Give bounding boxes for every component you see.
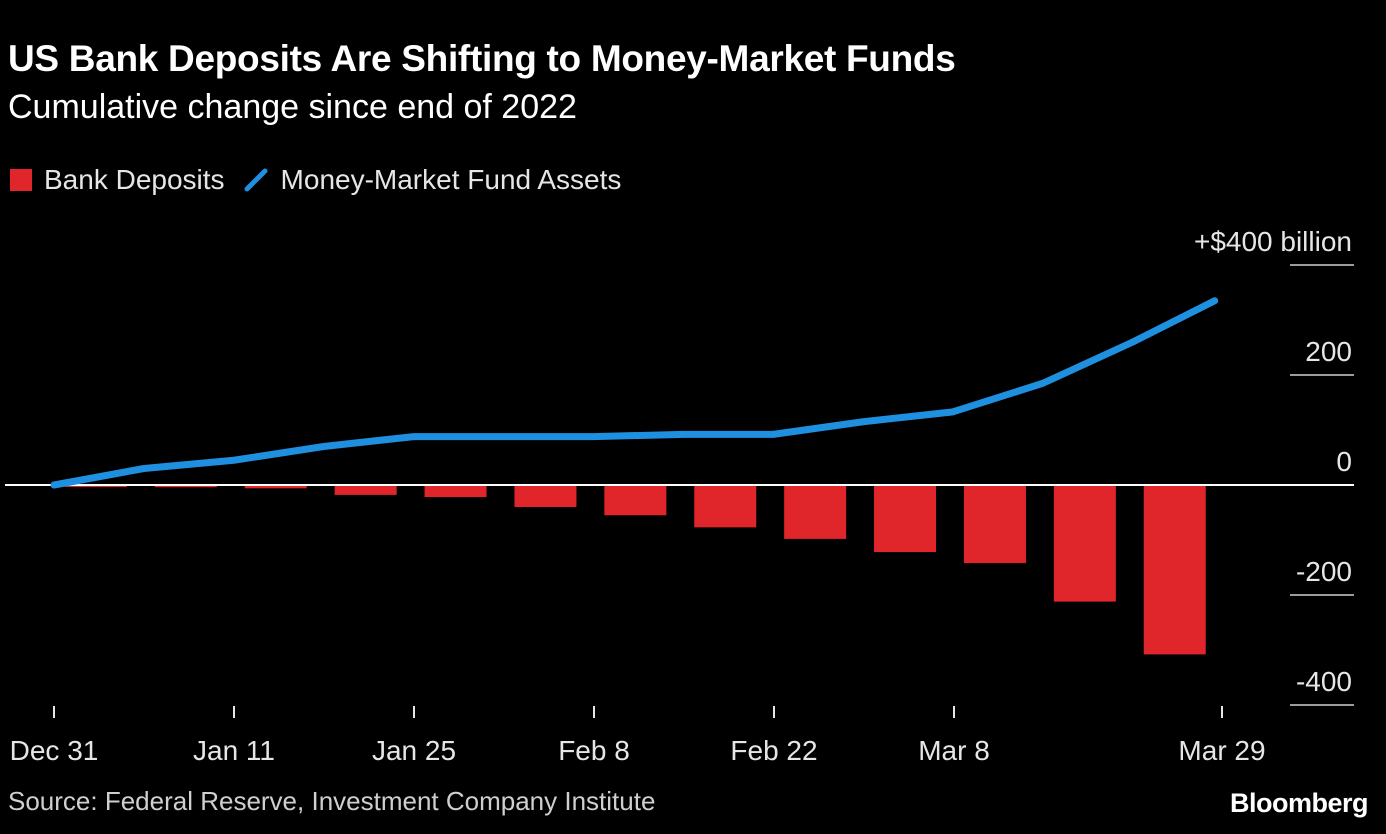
legend-bar-swatch xyxy=(10,169,32,191)
deposit-bar xyxy=(784,485,847,539)
y-tick-label: -200 xyxy=(1296,556,1352,587)
deposit-bar xyxy=(963,485,1026,564)
chart-title: US Bank Deposits Are Shifting to Money-M… xyxy=(8,38,956,79)
legend-item-money-market: Money-Market Fund Assets xyxy=(243,164,622,196)
deposit-bar xyxy=(244,485,307,489)
x-tick-label: Jan 11 xyxy=(193,735,275,766)
y-tick-label: -400 xyxy=(1296,666,1352,697)
legend-label-money-market: Money-Market Fund Assets xyxy=(280,164,622,195)
x-tick-label: Mar 29 xyxy=(1178,735,1265,766)
legend: Bank Deposits Money-Market Fund Assets xyxy=(10,164,639,196)
deposit-bar xyxy=(1053,485,1116,602)
x-tick-label: Mar 8 xyxy=(918,735,990,766)
deposit-bar xyxy=(334,485,397,495)
chart-plot: +$400 billion 200 0 -200 -400 Dec 31 Jan 11 Jan… xyxy=(5,226,1354,766)
deposit-bar xyxy=(874,485,937,553)
money-market-line xyxy=(50,297,1219,489)
bloomberg-logo: Bloomberg xyxy=(1229,788,1369,818)
deposit-bar xyxy=(424,485,487,498)
chart-subtitle: Cumulative change since end of 2022 xyxy=(8,88,577,126)
deposit-bar xyxy=(514,485,577,507)
legend-item-bank-deposits: Bank Deposits xyxy=(10,164,225,196)
x-tick-label: Feb 8 xyxy=(558,735,630,766)
legend-line-swatch xyxy=(244,168,268,192)
x-tick-label: Dec 31 xyxy=(10,735,99,766)
source-note: Source: Federal Reserve, Investment Comp… xyxy=(8,786,656,816)
y-tick-label: 0 xyxy=(1336,446,1352,477)
x-tick-label: Jan 25 xyxy=(372,735,456,766)
deposit-bar xyxy=(604,485,667,516)
deposit-bar xyxy=(154,485,217,488)
deposit-bar xyxy=(1143,485,1206,655)
y-tick-label: +$400 billion xyxy=(1194,226,1352,257)
y-tick-label: 200 xyxy=(1305,336,1352,367)
legend-label-bank-deposits: Bank Deposits xyxy=(44,164,225,195)
x-tick-label: Feb 22 xyxy=(730,735,817,766)
deposit-bar xyxy=(694,485,757,528)
